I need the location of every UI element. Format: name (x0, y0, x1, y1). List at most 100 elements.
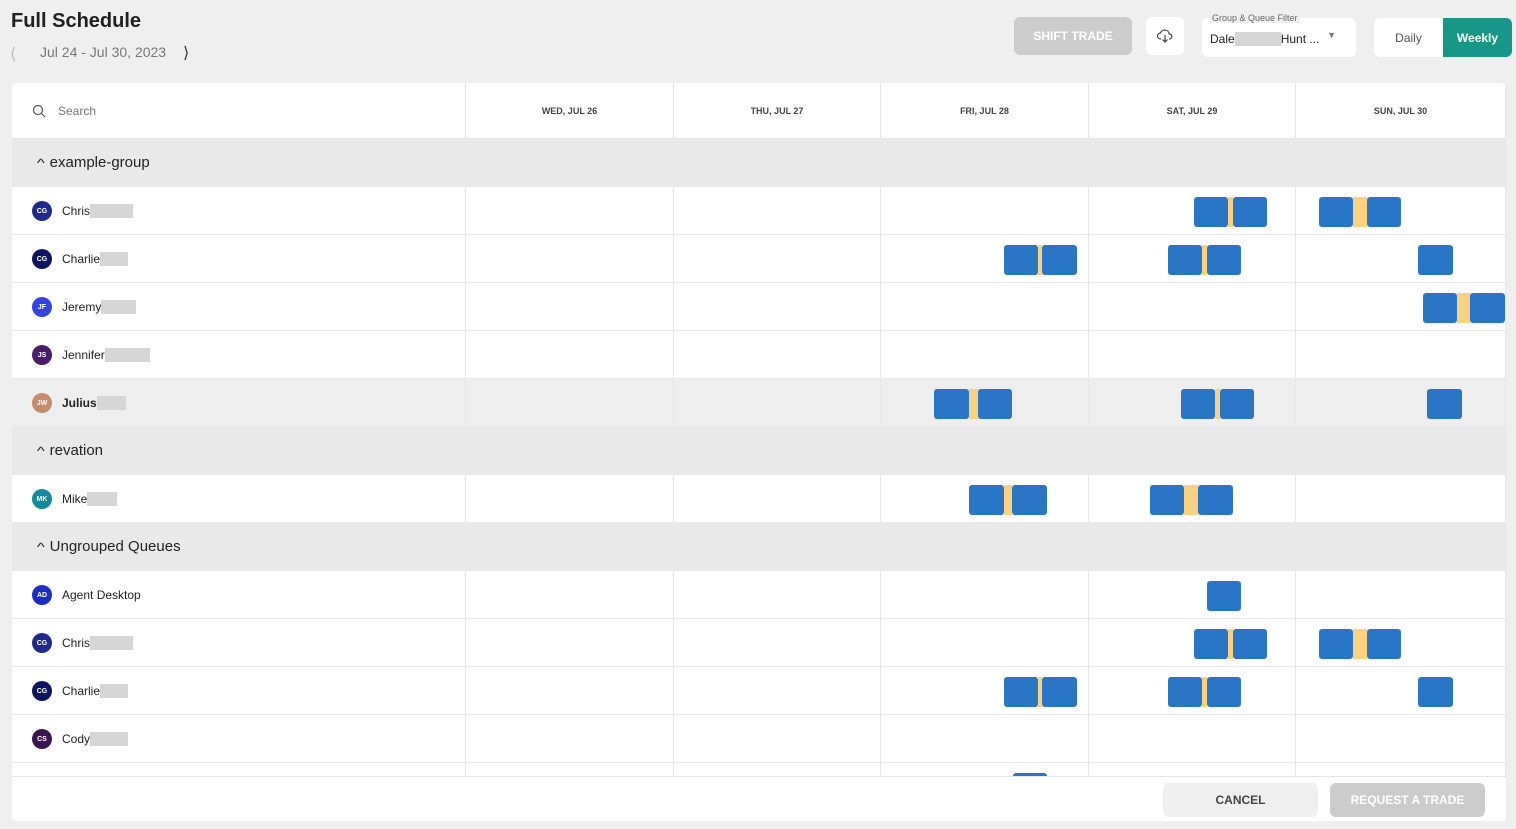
shift-block[interactable] (1427, 389, 1462, 419)
day-cell[interactable] (466, 475, 674, 523)
shift-block[interactable] (1319, 197, 1353, 227)
shift-block[interactable] (1004, 677, 1038, 707)
day-cell[interactable] (466, 187, 674, 235)
day-cell[interactable] (881, 667, 1089, 715)
day-cell[interactable] (1296, 715, 1506, 763)
shift-block[interactable] (1367, 197, 1401, 227)
shift-block[interactable] (978, 389, 1012, 419)
day-cell[interactable] (466, 235, 674, 283)
daily-view-button[interactable]: Daily (1395, 30, 1422, 45)
shift-block[interactable] (1042, 245, 1077, 275)
shift-block[interactable] (1194, 197, 1228, 227)
shift-block[interactable] (1423, 293, 1457, 323)
shift-block[interactable] (1004, 245, 1038, 275)
day-cell[interactable] (881, 619, 1089, 667)
shift-trade-button[interactable]: SHIFT TRADE (1014, 17, 1132, 55)
day-cell[interactable] (1089, 379, 1296, 427)
day-cell[interactable] (1296, 331, 1506, 379)
day-cell[interactable] (12, 667, 466, 715)
download-button[interactable] (1146, 17, 1184, 55)
day-cell[interactable] (881, 331, 1089, 379)
day-cell[interactable] (1296, 475, 1506, 523)
shift-block[interactable] (969, 485, 1004, 515)
day-cell[interactable] (1089, 235, 1296, 283)
day-cell[interactable] (674, 331, 881, 379)
shift-block[interactable] (1418, 245, 1453, 275)
request-trade-button[interactable]: REQUEST A TRADE (1330, 783, 1485, 817)
shift-block[interactable] (1198, 485, 1233, 515)
chevron-up-icon[interactable]: ^ (36, 443, 45, 458)
day-cell[interactable] (881, 475, 1089, 523)
shift-block[interactable] (1207, 677, 1241, 707)
day-cell[interactable] (1296, 379, 1506, 427)
day-cell[interactable] (12, 715, 466, 763)
shift-block[interactable] (1220, 389, 1254, 419)
day-cell[interactable] (1296, 283, 1506, 331)
day-cell[interactable] (674, 283, 881, 331)
day-cell[interactable] (674, 715, 881, 763)
day-cell[interactable] (1089, 283, 1296, 331)
chevron-up-icon[interactable]: ^ (36, 155, 45, 170)
group-queue-filter-select[interactable]: Group & Queue Filter Dale Hunt ... ▼ (1202, 13, 1356, 57)
shift-block[interactable] (1470, 293, 1505, 323)
day-cell[interactable] (1089, 571, 1296, 619)
day-cell[interactable] (1089, 475, 1296, 523)
day-cell[interactable] (674, 571, 881, 619)
shift-block[interactable] (1012, 485, 1047, 515)
shift-block[interactable] (1207, 581, 1241, 611)
shift-block[interactable] (1233, 197, 1267, 227)
day-cell[interactable] (1296, 187, 1506, 235)
day-cell[interactable] (881, 235, 1089, 283)
day-cell[interactable] (12, 619, 466, 667)
weekly-view-button[interactable]: Weekly (1443, 18, 1512, 57)
shift-block[interactable] (1319, 629, 1353, 659)
day-cell[interactable] (12, 331, 466, 379)
day-cell[interactable] (1089, 715, 1296, 763)
day-cell[interactable] (466, 331, 674, 379)
day-cell[interactable] (12, 187, 466, 235)
day-cell[interactable] (674, 187, 881, 235)
day-cell[interactable] (881, 379, 1089, 427)
day-cell[interactable] (1089, 619, 1296, 667)
day-cell[interactable] (881, 715, 1089, 763)
day-cell[interactable] (1296, 571, 1506, 619)
day-cell[interactable] (1089, 187, 1296, 235)
shift-block[interactable] (1418, 677, 1453, 707)
day-cell[interactable] (674, 379, 881, 427)
day-cell[interactable] (466, 283, 674, 331)
day-cell[interactable] (674, 235, 881, 283)
shift-block[interactable] (1207, 245, 1241, 275)
day-cell[interactable] (12, 571, 466, 619)
shift-block[interactable] (1181, 389, 1215, 419)
day-cell[interactable] (1296, 667, 1506, 715)
shift-block[interactable] (1367, 629, 1401, 659)
previous-week-chevron-icon[interactable]: ⟨ (10, 46, 17, 63)
search-input[interactable]: Search (12, 83, 466, 139)
day-cell[interactable] (1089, 331, 1296, 379)
day-cell[interactable] (881, 571, 1089, 619)
shift-block[interactable] (1194, 629, 1228, 659)
day-cell[interactable] (674, 475, 881, 523)
day-cell[interactable] (1296, 235, 1506, 283)
day-cell[interactable] (674, 619, 881, 667)
day-cell[interactable] (1089, 667, 1296, 715)
shift-block[interactable] (1168, 245, 1202, 275)
day-cell[interactable] (466, 379, 674, 427)
day-cell[interactable] (881, 283, 1089, 331)
day-cell[interactable] (1296, 619, 1506, 667)
day-cell[interactable] (466, 715, 674, 763)
shift-block[interactable] (1150, 485, 1184, 515)
day-cell[interactable] (466, 619, 674, 667)
cancel-button[interactable]: CANCEL (1163, 783, 1318, 817)
day-cell[interactable] (466, 667, 674, 715)
shift-block[interactable] (1042, 677, 1077, 707)
day-cell[interactable] (12, 475, 466, 523)
day-cell[interactable] (12, 235, 466, 283)
day-cell[interactable] (12, 283, 466, 331)
shift-block[interactable] (1233, 629, 1267, 659)
next-week-chevron-icon[interactable]: ⟩ (183, 45, 190, 62)
chevron-up-icon[interactable]: ^ (36, 539, 45, 554)
day-cell[interactable] (674, 667, 881, 715)
day-cell[interactable] (12, 379, 466, 427)
day-cell[interactable] (881, 187, 1089, 235)
